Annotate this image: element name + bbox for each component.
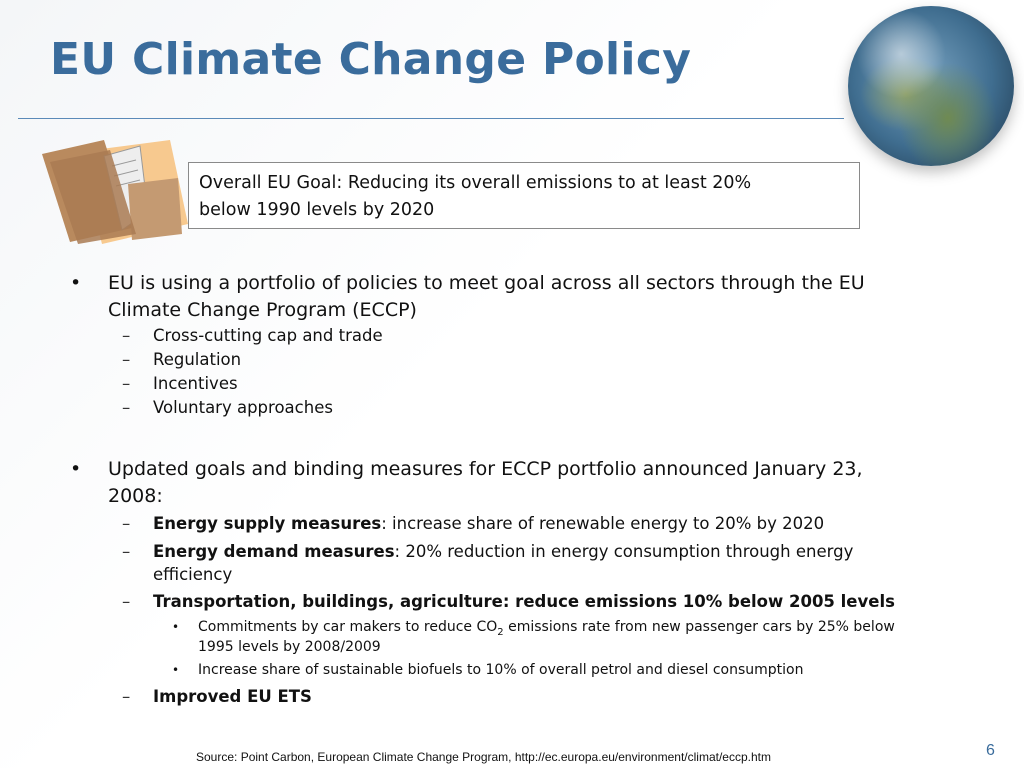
bullet-1-line-1: EU is using a portfolio of policies to m… [108,272,865,294]
bullet-dot: • [70,272,82,294]
bullet-dot: • [70,458,82,480]
dash-glyph: – [122,326,131,345]
eu-ets-label: Improved EU ETS [153,687,312,706]
dash-glyph: – [122,398,131,417]
energy-demand-text-2: efficiency [153,565,233,584]
car-makers-text-post: emissions rate from new passenger cars b… [503,619,895,635]
bullet-dot: • [172,620,180,634]
sub-bullet-text: Incentives [153,374,238,393]
title-divider [18,118,844,119]
goal-line-1: Overall EU Goal: Reducing its overall em… [199,173,752,193]
source-citation: Source: Point Carbon, European Climate C… [196,750,771,764]
bullet-1-line-2: Climate Change Program (ECCP) [108,299,417,321]
dash-glyph: – [122,592,131,611]
energy-demand-label: Energy demand measures [153,542,395,561]
sub-bullet-text: Regulation [153,350,242,369]
dash-glyph: – [122,542,131,561]
co2-subscript: 2 [497,626,504,638]
transportation-label: Transportation, buildings, agriculture: … [153,592,895,611]
energy-demand-text: : 20% reduction in energy consumption th… [394,542,854,561]
biofuels-text: Increase share of sustainable biofuels t… [198,662,804,678]
dash-glyph: – [122,350,131,369]
bullet-2-line-1: Updated goals and binding measures for E… [108,458,863,480]
sub-bullet-text: Cross-cutting cap and trade [153,326,383,345]
dash-glyph: – [122,514,131,533]
folder-icon [42,140,188,244]
energy-supply-label: Energy supply measures [153,514,382,533]
goal-line-2: below 1990 levels by 2020 [199,200,435,220]
page-number: 6 [986,742,995,759]
energy-supply-text: : increase share of renewable energy to … [381,514,825,533]
bullet-dot: • [172,663,180,677]
goal-box: Overall EU Goal: Reducing its overall em… [188,162,860,229]
dash-glyph: – [122,687,131,706]
car-makers-text-pre: Commitments by car makers to reduce CO [198,619,498,635]
car-makers-text-2: 1995 levels by 2008/2009 [198,639,381,655]
globe-image [848,6,1014,166]
sub-bullet-text: Voluntary approaches [153,398,333,417]
bullet-2-line-2: 2008: [108,485,163,507]
slide-title: EU Climate Change Policy [50,34,692,85]
dash-glyph: – [122,374,131,393]
